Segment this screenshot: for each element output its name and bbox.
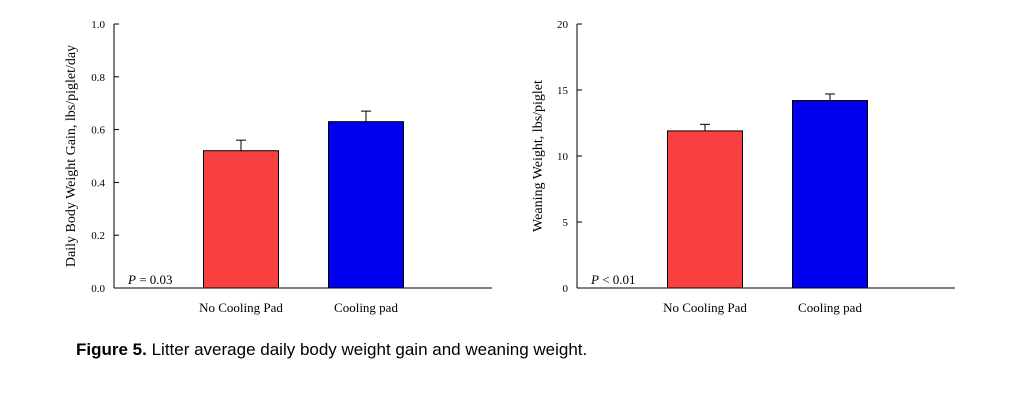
bar-cooling-pad xyxy=(792,100,868,289)
p-value-text: < 0.01 xyxy=(599,272,636,287)
bar-no-cooling-pad xyxy=(203,150,279,289)
bar-cooling-pad xyxy=(328,121,404,289)
y-tick-label: 0.0 xyxy=(91,283,105,295)
y-tick-label: 20 xyxy=(557,19,569,31)
x-category-label: No Cooling Pad xyxy=(663,300,747,315)
caption-text: Litter average daily body weight gain an… xyxy=(146,340,588,359)
p-value-text: = 0.03 xyxy=(136,272,173,287)
y-axis-label: Daily Body Weight Gain, lbs/piglet/day xyxy=(64,45,79,267)
bar-no-cooling-pad xyxy=(667,130,743,289)
y-tick-label: 15 xyxy=(557,85,569,97)
y-tick-label: 0 xyxy=(563,283,569,295)
y-tick-label: 0.2 xyxy=(91,230,105,242)
chart-daily-weight-gain: 0.0 0.2 0.4 0.6 0.8 1.0 Daily Body Weight Gain… xyxy=(64,19,492,315)
caption-label: Figure 5. xyxy=(76,340,147,359)
x-category-label: Cooling pad xyxy=(798,300,862,315)
y-tick-label: 0.8 xyxy=(91,72,105,84)
chart-weaning-weight: 0 5 10 15 20 Weaning Weight, lbs/piglet No Coo… xyxy=(531,19,955,315)
figure-caption: Figure 5. Litter average daily body weig… xyxy=(76,340,587,360)
y-tick-label: 1.0 xyxy=(91,19,105,31)
p-value-symbol: P xyxy=(590,272,599,287)
y-tick-label: 10 xyxy=(557,151,569,163)
p-value-annotation: P < 0.01 xyxy=(590,272,636,287)
x-category-label: No Cooling Pad xyxy=(199,300,283,315)
p-value-annotation: P = 0.03 xyxy=(127,272,173,287)
y-tick-label: 0.4 xyxy=(91,177,105,189)
y-axis-label: Weaning Weight, lbs/piglet xyxy=(531,80,546,232)
y-tick-label: 5 xyxy=(563,217,569,229)
y-tick-label: 0.6 xyxy=(91,125,105,137)
x-category-label: Cooling pad xyxy=(334,300,398,315)
p-value-symbol: P xyxy=(127,272,136,287)
